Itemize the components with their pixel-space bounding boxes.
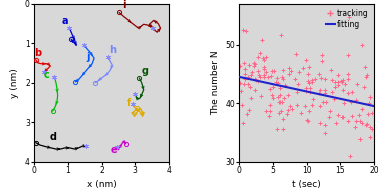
Text: j: j [86,52,90,62]
Text: h: h [109,45,116,55]
Text: i: i [122,1,126,11]
Text: c: c [43,70,49,80]
X-axis label: x (nm): x (nm) [87,180,116,188]
Legend: tracking, fitting: tracking, fitting [324,8,370,30]
Y-axis label: The number N: The number N [211,50,220,115]
Text: a: a [62,16,68,26]
Text: b: b [34,48,41,58]
Text: d: d [49,132,56,142]
Text: g: g [141,66,148,76]
Text: e: e [111,145,118,155]
Y-axis label: y (nm): y (nm) [11,68,19,98]
X-axis label: t (sec): t (sec) [292,180,321,188]
Text: f: f [127,98,131,108]
